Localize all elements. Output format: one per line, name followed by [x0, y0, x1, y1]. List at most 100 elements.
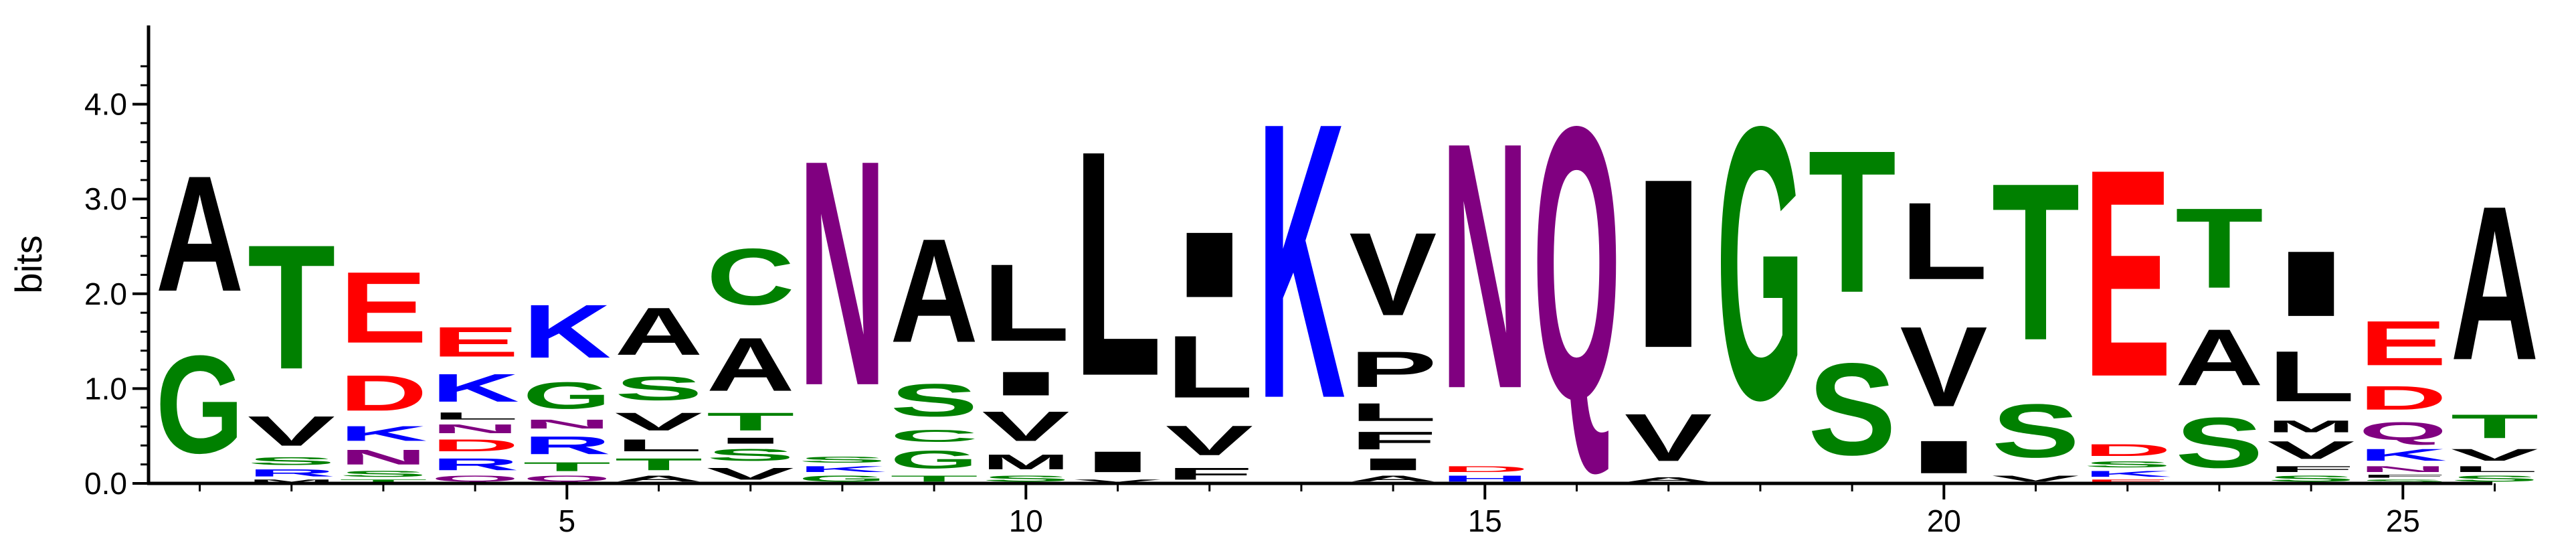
logo-letter-G: G — [890, 445, 978, 473]
logo-letter-G: G — [156, 327, 244, 483]
logo-letter-C: C — [890, 426, 978, 445]
logo-letter-D: D — [339, 365, 428, 422]
logo-letter-N: N — [339, 445, 428, 469]
logo-letter-Q: Q — [2359, 417, 2447, 445]
logo-letter-A: A — [707, 322, 795, 407]
logo-letter-K: K — [2359, 445, 2447, 464]
logo-letter-L: L — [982, 241, 1070, 364]
logo-letter-L: L — [1074, 84, 1162, 443]
logo-letter-V: V — [615, 408, 703, 436]
logo-letter-E: E — [431, 319, 519, 366]
logo-letter-E: E — [2359, 308, 2447, 379]
logo-letter-F: F — [2359, 474, 2447, 479]
logo-letter-L: L — [2451, 465, 2539, 474]
logo-letter-K: K — [798, 465, 887, 474]
logo-letter-L: L — [2267, 337, 2355, 417]
logo-letter-Q: Q — [1533, 45, 1621, 480]
logo-letter-A: A — [2451, 161, 2539, 406]
logo-letter-G: G — [523, 374, 611, 417]
logo-letter-F: F — [2267, 465, 2355, 474]
logo-letter-V: V — [248, 407, 335, 455]
logo-letter-T: T — [1992, 136, 2080, 387]
logo-letter-A: A — [890, 208, 978, 374]
logo-letter-K: K — [523, 289, 611, 374]
logo-letter-L: L — [1900, 179, 1988, 303]
logo-letter-C: C — [707, 232, 795, 322]
logo-letter-E: E — [339, 251, 428, 364]
logo-letter-S: S — [1992, 388, 2080, 473]
logo-letter-I: I — [982, 365, 1070, 402]
logo-letter-S: S — [2084, 460, 2172, 469]
logo-letter-N: N — [1441, 70, 1529, 462]
logo-letter-G: G — [1716, 45, 1805, 480]
y-tick-label: 1.0 — [84, 371, 127, 406]
logo-letter-F: F — [1349, 426, 1437, 455]
logo-letter-V: V — [982, 402, 1069, 450]
logo-letter-T: T — [523, 460, 611, 474]
logo-letter-M: M — [2267, 417, 2355, 436]
logo-letter-L: L — [1349, 398, 1437, 426]
logo-letter-N: N — [798, 94, 887, 453]
logo-letter-I: I — [2267, 232, 2355, 335]
logo-letter-I: I — [1166, 213, 1254, 317]
logo-letter-S: S — [798, 455, 887, 464]
logo-letter-D: D — [1441, 465, 1529, 474]
y-tick-label: 0.0 — [84, 466, 127, 501]
logo-letter-R: R — [248, 467, 336, 479]
logo-letter-S: S — [890, 374, 978, 426]
logo-letter-S: S — [707, 445, 795, 464]
logo-letter-M: M — [982, 451, 1070, 474]
x-tick-label: 10 — [1009, 503, 1043, 538]
logo-letter-T: T — [2175, 185, 2264, 312]
logo-letter-D: D — [2359, 379, 2447, 416]
logo-letter-K: K — [339, 422, 428, 445]
logo-letter-S: S — [339, 469, 428, 479]
logo-letter-D: D — [2084, 441, 2172, 459]
x-tick-label: 20 — [1927, 503, 1961, 538]
logo-letter-S: S — [1808, 336, 1896, 483]
y-tick-label: 4.0 — [84, 87, 127, 122]
logo-letter-V: V — [1349, 208, 1437, 341]
logo-letter-I: I — [1074, 445, 1162, 478]
logo-letter-S: S — [615, 370, 703, 407]
logo-letter-K: K — [1257, 42, 1346, 481]
logo-letter-I: I — [1900, 431, 1988, 483]
logo-letter-T: T — [615, 455, 703, 473]
logo-letter-T: T — [707, 408, 795, 436]
y-tick-label: 3.0 — [84, 181, 127, 216]
glyph-layer: GAMRSVTTSNKDEQRDNLKEQTRNGKATLVSAVSITACGK… — [156, 42, 2539, 483]
logo-letter-I: I — [707, 436, 795, 445]
logo-letter-I: I — [1349, 455, 1437, 473]
logo-letter-N: N — [431, 422, 519, 436]
logo-letter-A: A — [156, 141, 244, 325]
logo-letter-A: A — [2175, 312, 2264, 402]
x-tick-label: 5 — [559, 503, 576, 538]
logo-letter-V: V — [1900, 303, 1987, 431]
y-axis-title: bits — [7, 235, 50, 293]
logo-letter-T: T — [1808, 108, 1896, 335]
logo-letter-V: V — [2267, 436, 2355, 464]
logo-letter-V: V — [2451, 445, 2539, 464]
logo-letter-K: K — [431, 366, 519, 410]
logo-letter-N: N — [2359, 465, 2447, 474]
logo-letter-P: P — [1349, 341, 1437, 398]
logo-letter-L: L — [1166, 317, 1254, 416]
logo-letter-E: E — [2084, 108, 2172, 439]
logo-letter-T: T — [2451, 408, 2539, 446]
logo-letter-V: V — [1166, 417, 1253, 465]
logo-letter-R: R — [431, 455, 519, 473]
x-tick-label: 25 — [2386, 503, 2420, 538]
logo-letter-S: S — [2175, 402, 2264, 483]
y-tick-label: 2.0 — [84, 277, 127, 311]
logo-letter-R: R — [523, 431, 611, 459]
logo-letter-N: N — [523, 417, 611, 431]
logo-letter-I: I — [1625, 129, 1713, 398]
logo-letter-S: S — [248, 455, 336, 467]
logo-letter-A: A — [615, 294, 703, 369]
logo-letter-D: D — [431, 436, 519, 455]
logo-letter-L: L — [615, 436, 703, 455]
logo-letter-F: F — [1166, 465, 1254, 483]
logo-letter-K: K — [2084, 469, 2172, 479]
logo-letter-V: V — [1625, 400, 1712, 475]
